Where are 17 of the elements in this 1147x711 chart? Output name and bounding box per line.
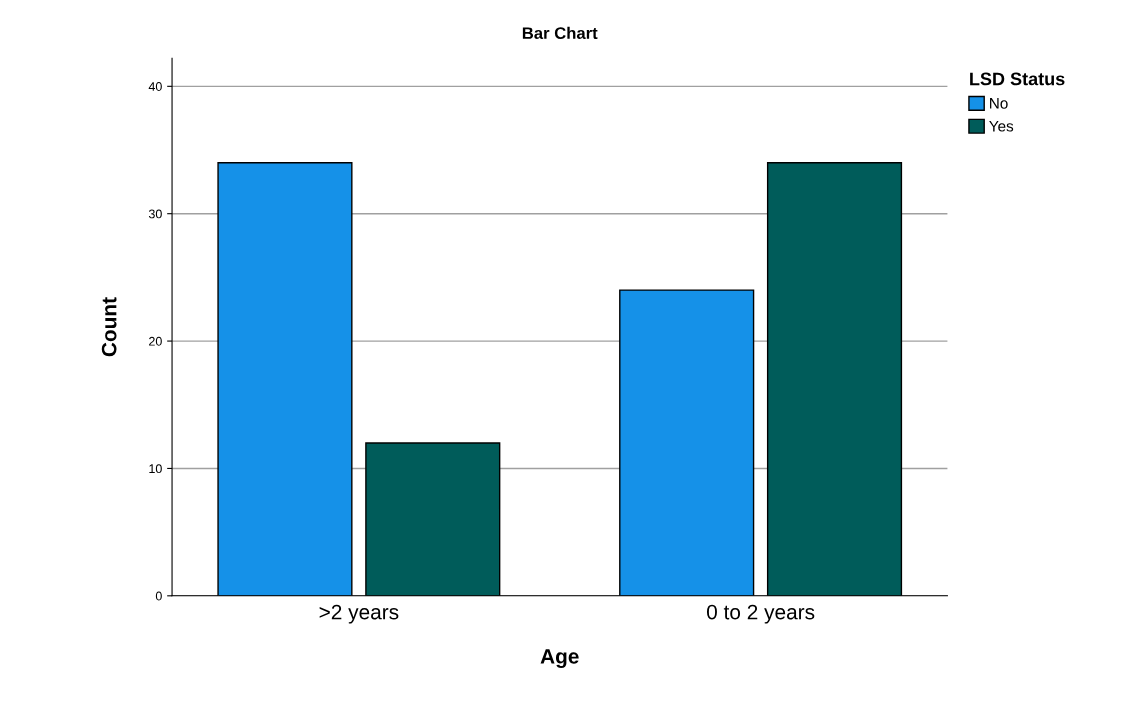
chart-title: Bar Chart bbox=[522, 26, 598, 40]
y-tick-label: 20 bbox=[149, 336, 162, 346]
bar bbox=[217, 162, 353, 596]
legend-title: LSD Status bbox=[970, 72, 1065, 86]
bar bbox=[766, 162, 903, 596]
bar bbox=[365, 442, 501, 596]
bar bbox=[619, 289, 755, 596]
legend-label: No bbox=[990, 98, 1008, 109]
y-tick-label: 30 bbox=[148, 209, 162, 219]
y-tick-label: 40 bbox=[148, 82, 162, 91]
x-tick-label: >2 years bbox=[319, 604, 399, 624]
y-axis-title: Count bbox=[101, 297, 117, 357]
y-tick-label: 0 bbox=[155, 591, 162, 601]
x-axis-title: Age bbox=[540, 649, 579, 668]
legend-label: Yes bbox=[989, 120, 1014, 132]
y-tick-label: 10 bbox=[149, 464, 162, 474]
x-tick-label: 0 to 2 years bbox=[707, 604, 815, 624]
